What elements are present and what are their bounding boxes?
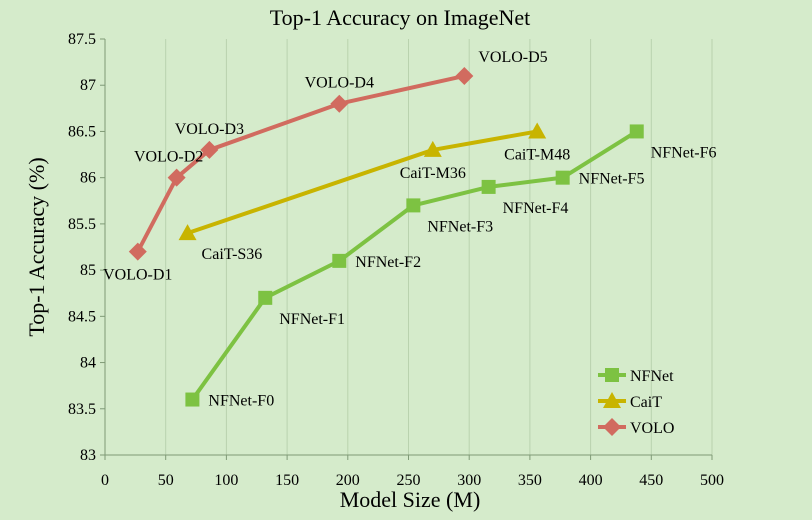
point-label-nfnet: NFNet-F4: [503, 200, 569, 217]
point-label-cait: CaiT-S36: [202, 246, 263, 263]
point-label-nfnet: NFNet-F3: [427, 218, 493, 235]
legend-label-volo: VOLO: [630, 420, 674, 437]
x-tick-label: 0: [101, 472, 109, 489]
point-cait: [528, 122, 547, 139]
x-tick-label: 400: [579, 472, 603, 489]
grid: [165, 39, 713, 455]
axes: 0 50 100 150 200 250 300 350 400 450 500 83 83.5 84 84…: [68, 31, 724, 489]
point-label-volo: VOLO-D2: [134, 149, 203, 166]
point-volo: [128, 242, 147, 261]
point-nfnet: [555, 170, 570, 185]
x-tick-label: 500: [700, 472, 724, 489]
x-tick-label: 50: [158, 472, 174, 489]
point-nfnet: [629, 124, 644, 139]
x-tick-label: 250: [397, 472, 421, 489]
point-label-nfnet: NFNet-F1: [279, 311, 345, 328]
legend-marker-volo: [603, 418, 621, 436]
x-tick-label: 150: [275, 472, 299, 489]
legend-label-cait: CaiT: [630, 394, 662, 411]
x-tick-label: 100: [214, 472, 238, 489]
point-label-nfnet: NFNet-F0: [208, 393, 274, 410]
y-tick-label: 87: [80, 77, 96, 94]
legend-label-nfnet: NFNet: [630, 368, 674, 385]
series: [128, 66, 644, 407]
x-tick-label: 200: [336, 472, 360, 489]
point-volo: [330, 94, 349, 113]
y-tick-label: 83: [80, 447, 96, 464]
point-cait: [423, 140, 442, 157]
y-tick-label: 85.5: [68, 216, 96, 233]
y-tick-label: 85: [80, 262, 96, 279]
y-axis-title: Top-1 Accuracy (%): [24, 157, 49, 336]
y-tick-label: 84.5: [68, 308, 96, 325]
point-label-cait: CaiT-M36: [400, 165, 466, 182]
point-label-nfnet: NFNet-F5: [579, 171, 645, 188]
point-label-volo: VOLO-D1: [103, 267, 172, 284]
legend-marker-nfnet: [605, 368, 619, 382]
point-labels: NFNet-F0 NFNet-F1 NFNet-F2 NFNet-F3 NFNet-F4…: [103, 49, 716, 410]
point-label-volo: VOLO-D3: [175, 121, 244, 138]
point-label-nfnet: NFNet-F6: [651, 144, 717, 161]
chart-title: Top-1 Accuracy on ImageNet: [270, 5, 531, 30]
x-tick-label: 450: [639, 472, 663, 489]
point-nfnet: [406, 198, 421, 213]
x-tick-label: 350: [518, 472, 542, 489]
y-tick-label: 87.5: [68, 31, 96, 48]
x-tick-label: 300: [457, 472, 481, 489]
point-label-volo: VOLO-D4: [305, 75, 374, 92]
y-tick-label: 86: [80, 170, 96, 187]
y-tick-label: 84: [80, 355, 96, 372]
y-tick-label: 86.5: [68, 123, 96, 140]
point-label-nfnet: NFNet-F2: [355, 254, 421, 271]
point-nfnet: [481, 179, 496, 194]
point-volo: [200, 140, 219, 159]
point-nfnet: [332, 253, 347, 268]
y-tick-label: 83.5: [68, 401, 96, 418]
legend: NFNet CaiT VOLO: [598, 368, 674, 437]
point-nfnet: [185, 392, 200, 407]
x-axis-title: Model Size (M): [340, 487, 481, 512]
point-volo: [167, 168, 186, 187]
point-label-volo: VOLO-D5: [478, 49, 547, 66]
point-volo: [455, 66, 474, 85]
legend-marker-cait: [603, 392, 621, 408]
point-cait: [178, 224, 197, 241]
point-label-cait: CaiT-M48: [504, 146, 570, 163]
point-nfnet: [258, 290, 273, 305]
